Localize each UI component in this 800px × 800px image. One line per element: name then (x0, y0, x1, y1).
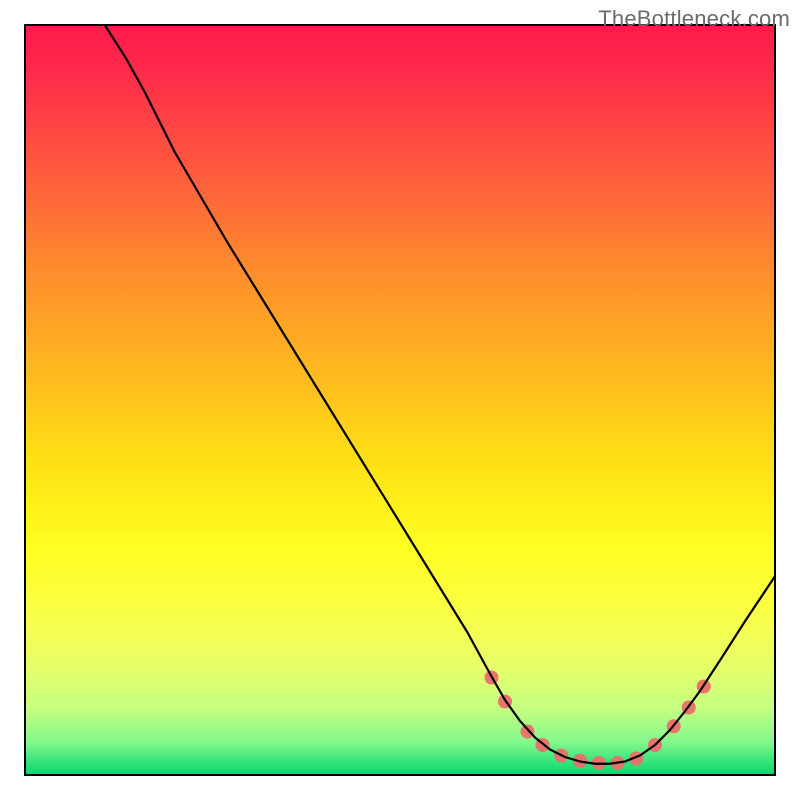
chart-background (25, 25, 775, 775)
attribution-watermark: TheBottleneck.com (598, 6, 790, 32)
bottleneck-curve-chart (0, 0, 800, 800)
chart-root: TheBottleneck.com (0, 0, 800, 800)
highlight-marker (521, 725, 535, 739)
